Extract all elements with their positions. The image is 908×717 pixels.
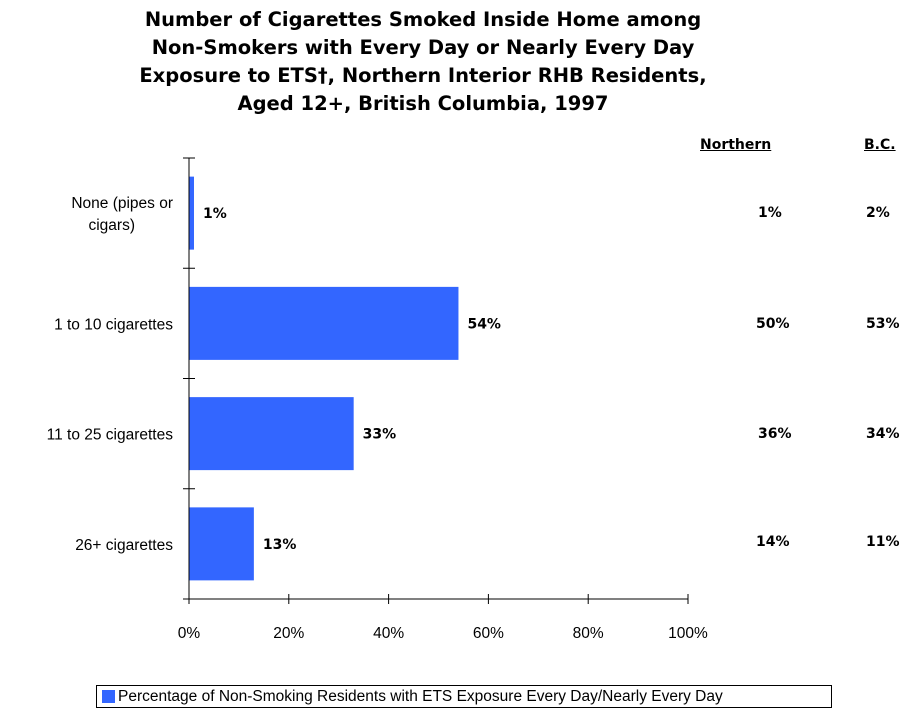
chart-title: Number of Cigarettes Smoked Inside Home … — [139, 8, 707, 115]
northern-value: 36% — [758, 426, 792, 442]
bc-value: 2% — [866, 205, 890, 221]
northern-value: 1% — [758, 205, 782, 221]
bc-value: 34% — [866, 426, 900, 442]
data-label: 33% — [363, 427, 397, 443]
bar — [189, 286, 459, 360]
chart-legend: Percentage of Non-Smoking Residents with… — [96, 685, 832, 708]
category-label: 11 to 25 cigarettes — [47, 427, 174, 444]
x-tick-label: 40% — [373, 625, 404, 642]
x-tick-label: 100% — [668, 625, 708, 642]
data-label: 1% — [203, 206, 227, 222]
bar — [189, 507, 254, 581]
bar — [189, 397, 354, 471]
category-label: 1 to 10 cigarettes — [54, 316, 173, 333]
legend-swatch — [102, 690, 115, 703]
category-label: 26+ cigarettes — [75, 537, 173, 554]
x-tick-label: 80% — [573, 625, 604, 642]
x-tick-label: 0% — [178, 625, 201, 642]
x-tick-label: 60% — [473, 625, 504, 642]
column-header-northern: Northern — [700, 137, 772, 153]
category-label: None (pipes or cigars) — [71, 195, 173, 234]
legend-label: Percentage of Non-Smoking Residents with… — [118, 687, 723, 705]
data-label: 54% — [467, 316, 501, 332]
northern-value: 50% — [756, 316, 790, 332]
bc-value: 11% — [866, 534, 900, 550]
northern-value: 14% — [756, 534, 790, 550]
x-tick-label: 20% — [273, 625, 304, 642]
bc-value: 53% — [866, 316, 900, 332]
data-label: 13% — [263, 537, 297, 553]
bar — [189, 176, 194, 250]
column-header-bc: B.C. — [864, 137, 896, 153]
